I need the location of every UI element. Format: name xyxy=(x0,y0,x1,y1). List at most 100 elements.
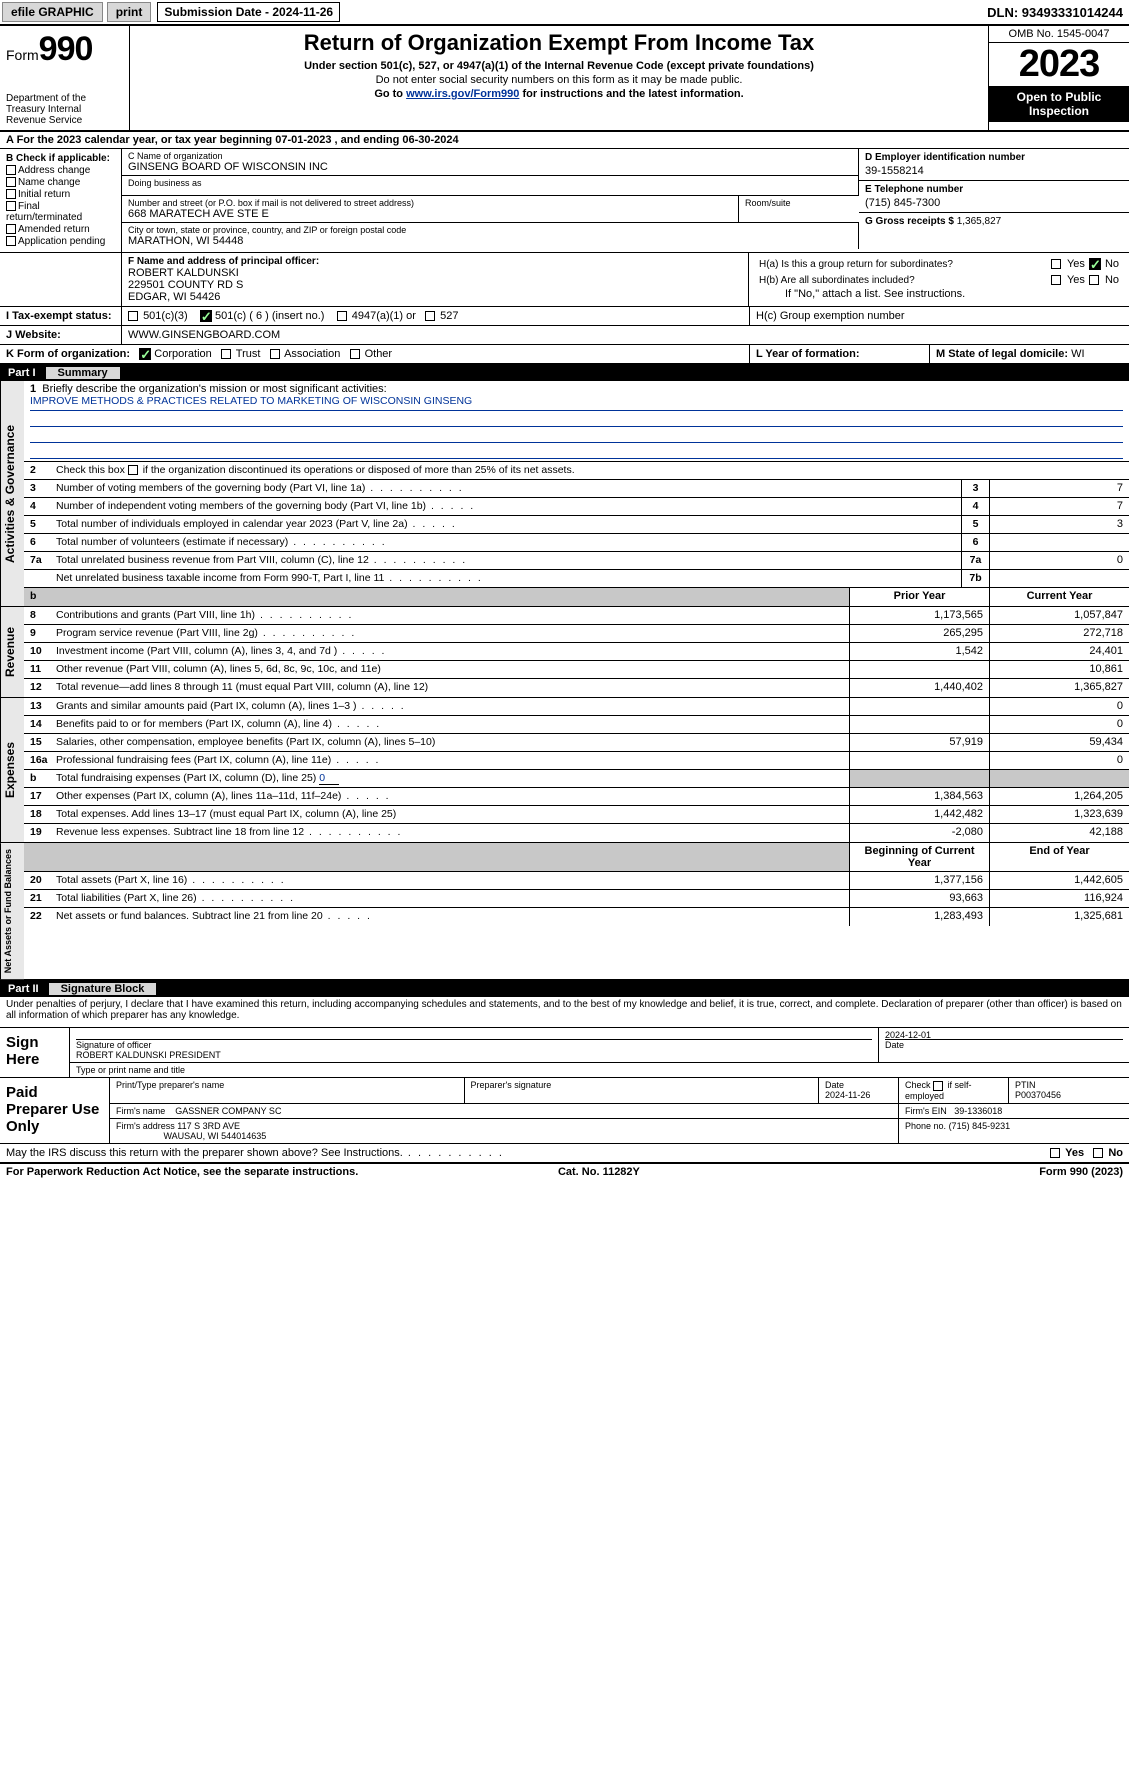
row-klm: K Form of organization: Corporation Trus… xyxy=(0,345,1129,365)
footer-right: Form 990 (2023) xyxy=(1039,1166,1123,1178)
prep-sig: Preparer's signature xyxy=(465,1078,820,1103)
chk-amended[interactable]: Amended return xyxy=(6,224,115,235)
section-expenses: Expenses 13Grants and similar amounts pa… xyxy=(0,698,1129,843)
sig-officer-name: ROBERT KALDUNSKI PRESIDENT xyxy=(76,1050,221,1060)
chk-trust[interactable] xyxy=(221,349,231,359)
ha-no-checked[interactable] xyxy=(1089,258,1101,270)
sig-officer-cell: Signature of officer ROBERT KALDUNSKI PR… xyxy=(70,1028,879,1062)
topbar: efile GRAPHIC print Submission Date - 20… xyxy=(0,0,1129,26)
discuss-yes[interactable] xyxy=(1050,1148,1060,1158)
line-10: 10Investment income (Part VIII, column (… xyxy=(24,643,1129,661)
print-button[interactable]: print xyxy=(107,2,152,22)
hb-note: If "No," attach a list. See instructions… xyxy=(755,288,1123,302)
form-number: 990 xyxy=(39,30,93,68)
discuss-no[interactable] xyxy=(1093,1148,1103,1158)
chk-assoc[interactable] xyxy=(270,349,280,359)
chk-501c3[interactable] xyxy=(128,311,138,321)
c-name: C Name of organization GINSENG BOARD OF … xyxy=(122,149,859,176)
subtitle-2: Do not enter social security numbers on … xyxy=(138,74,980,86)
form-header: Form990 Department of the Treasury Inter… xyxy=(0,26,1129,132)
row-j: J Website: WWW.GINSENGBOARD.COM xyxy=(0,326,1129,345)
firm-addr: Firm's address 117 S 3RD AVE WAUSAU, WI … xyxy=(110,1119,899,1143)
line-8: 8Contributions and grants (Part VIII, li… xyxy=(24,607,1129,625)
chk-initial[interactable]: Initial return xyxy=(6,189,115,200)
efile-button[interactable]: efile GRAPHIC xyxy=(2,2,103,22)
tax-year: 2023 xyxy=(989,43,1129,86)
ha-yes[interactable] xyxy=(1051,259,1061,269)
officer-addr1: 229501 COUNTY RD S xyxy=(128,279,742,291)
org-name: GINSENG BOARD OF WISCONSIN INC xyxy=(128,161,328,173)
chk-corp-checked[interactable] xyxy=(139,348,151,360)
dept-label: Department of the Treasury Internal Reve… xyxy=(6,93,123,126)
mission-text: IMPROVE METHODS & PRACTICES RELATED TO M… xyxy=(30,395,1123,411)
hdr-mid: Return of Organization Exempt From Incom… xyxy=(130,26,989,130)
hb-yes[interactable] xyxy=(1051,275,1061,285)
chk-address[interactable]: Address change xyxy=(6,165,115,176)
line-6: 6Total number of volunteers (estimate if… xyxy=(24,534,1129,552)
line-14: 14Benefits paid to or for members (Part … xyxy=(24,716,1129,734)
submission-date: Submission Date - 2024-11-26 xyxy=(157,2,340,22)
chk-pending[interactable]: Application pending xyxy=(6,236,115,247)
line-17: 17Other expenses (Part IX, column (A), l… xyxy=(24,788,1129,806)
line-18: 18Total expenses. Add lines 13–17 (must … xyxy=(24,806,1129,824)
sidebar-rev: Revenue xyxy=(0,607,24,697)
ein: 39-1558214 xyxy=(865,165,1123,177)
footer-left: For Paperwork Reduction Act Notice, see … xyxy=(6,1166,358,1178)
discuss-row: May the IRS discuss this return with the… xyxy=(0,1144,1129,1163)
j-label: J Website: xyxy=(0,326,122,344)
col-c: C Name of organization GINSENG BOARD OF … xyxy=(122,149,859,252)
hdr-right: OMB No. 1545-0047 2023 Open to Public In… xyxy=(989,26,1129,130)
section-revenue: Revenue 8Contributions and grants (Part … xyxy=(0,607,1129,698)
hdr-left: Form990 Department of the Treasury Inter… xyxy=(0,26,130,130)
prep-ptin: PTINP00370456 xyxy=(1009,1078,1129,1103)
b-label: B Check if applicable: xyxy=(6,153,115,164)
chk-501c-checked[interactable] xyxy=(200,310,212,322)
chk-527[interactable] xyxy=(425,311,435,321)
line-9: 9Program service revenue (Part VIII, lin… xyxy=(24,625,1129,643)
na-hdr: Beginning of Current YearEnd of Year xyxy=(24,843,1129,872)
rev-hdr: bPrior YearCurrent Year xyxy=(24,588,1129,606)
sign-here-block: Sign Here Signature of officer ROBERT KA… xyxy=(0,1028,1129,1078)
box-m: M State of legal domicile: WI xyxy=(929,345,1129,363)
line-20: 20Total assets (Part X, line 16)1,377,15… xyxy=(24,872,1129,890)
irs-link[interactable]: www.irs.gov/Form990 xyxy=(406,88,519,100)
box-hc: H(c) Group exemption number xyxy=(749,307,1129,325)
chk-final[interactable]: Final return/terminated xyxy=(6,201,115,223)
line-3: 3Number of voting members of the governi… xyxy=(24,480,1129,498)
paid-preparer-block: Paid Preparer Use Only Print/Type prepar… xyxy=(0,1078,1129,1144)
line-11: 11Other revenue (Part VIII, column (A), … xyxy=(24,661,1129,679)
box-g: G Gross receipts $ 1,365,827 xyxy=(859,213,1129,230)
sign-here-label: Sign Here xyxy=(0,1028,70,1077)
goto-line: Go to www.irs.gov/Form990 for instructio… xyxy=(138,88,980,100)
sidebar-na: Net Assets or Fund Balances xyxy=(0,843,24,979)
c-addr: Number and street (or P.O. box if mail i… xyxy=(122,196,739,223)
firm-phone: Phone no. (715) 845-9231 xyxy=(899,1119,1129,1143)
line-16b: bTotal fundraising expenses (Part IX, co… xyxy=(24,770,1129,788)
paid-label: Paid Preparer Use Only xyxy=(0,1078,110,1143)
gross-receipts: 1,365,827 xyxy=(957,216,1002,227)
chk-name[interactable]: Name change xyxy=(6,177,115,188)
sidebar-ag: Activities & Governance xyxy=(0,381,24,606)
line-2: 2 Check this box if the organization dis… xyxy=(24,462,1129,480)
footer-mid: Cat. No. 11282Y xyxy=(558,1166,640,1178)
sig-date-cell: 2024-12-01 Date xyxy=(879,1028,1129,1062)
line-1: 1 Briefly describe the organization's mi… xyxy=(24,381,1129,462)
col-b: B Check if applicable: Address change Na… xyxy=(0,149,122,252)
prep-date: Date2024-11-26 xyxy=(819,1078,899,1103)
footer: For Paperwork Reduction Act Notice, see … xyxy=(0,1163,1129,1180)
phone: (715) 845-7300 xyxy=(865,197,1123,209)
form-label: Form xyxy=(6,47,39,63)
row-i: I Tax-exempt status: 501(c)(3) 501(c) ( … xyxy=(0,307,1129,326)
chk-discontinued[interactable] xyxy=(128,465,138,475)
box-d: D Employer identification number 39-1558… xyxy=(859,149,1129,181)
prep-name: Print/Type preparer's name xyxy=(110,1078,465,1103)
sig-declaration: Under penalties of perjury, I declare th… xyxy=(0,997,1129,1028)
chk-self-employed[interactable] xyxy=(933,1081,943,1091)
row-a: A For the 2023 calendar year, or tax yea… xyxy=(0,132,1129,149)
grid-bcdefg: B Check if applicable: Address change Na… xyxy=(0,149,1129,253)
prep-self: Check if self-employed xyxy=(899,1078,1009,1103)
hb-no[interactable] xyxy=(1089,275,1099,285)
chk-4947[interactable] xyxy=(337,311,347,321)
chk-other[interactable] xyxy=(350,349,360,359)
form-title: Return of Organization Exempt From Incom… xyxy=(138,30,980,56)
